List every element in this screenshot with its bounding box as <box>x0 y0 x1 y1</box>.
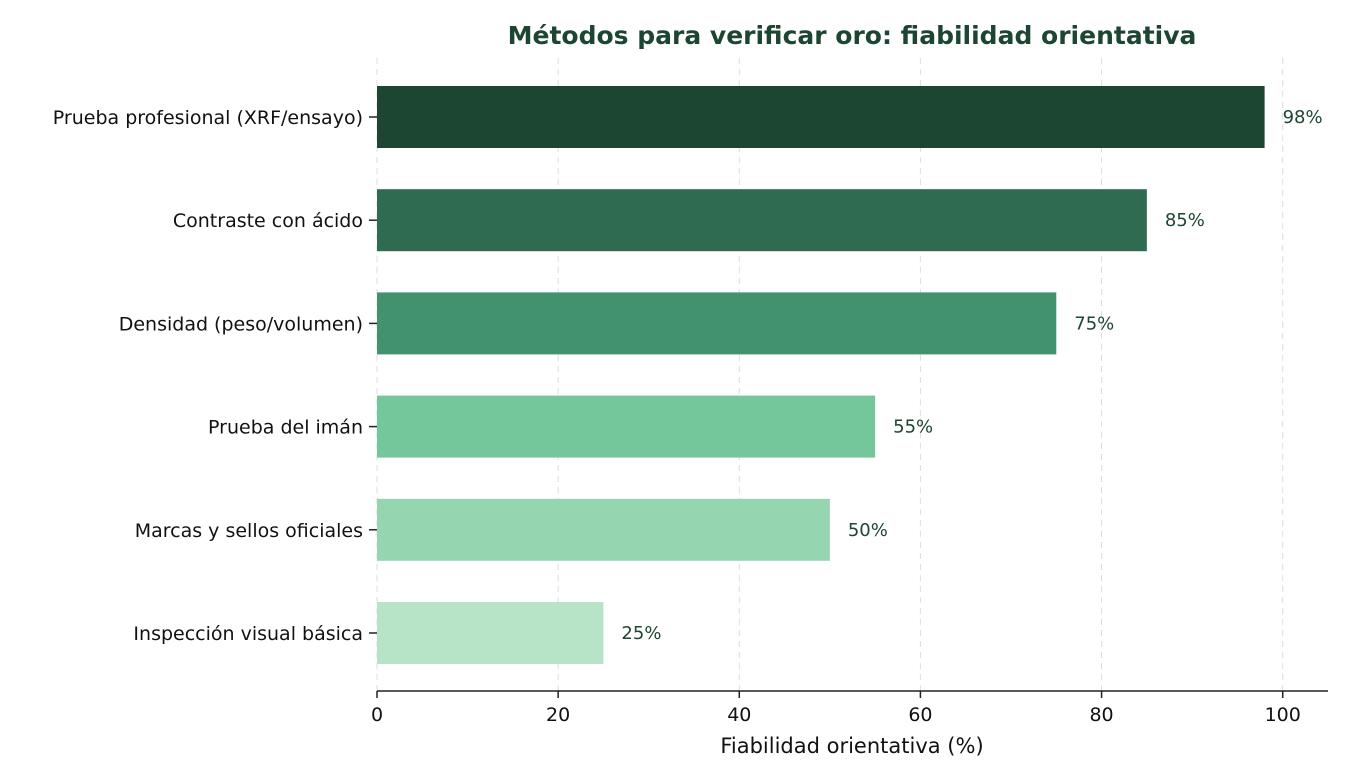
bars <box>377 86 1265 664</box>
bar <box>377 86 1265 148</box>
bar <box>377 292 1057 355</box>
value-label: 50% <box>848 520 888 541</box>
category-label: Prueba profesional (XRF/ensayo) <box>53 107 363 129</box>
x-tick-label: 20 <box>546 704 570 726</box>
x-tick-label: 80 <box>1089 704 1113 726</box>
category-label: Prueba del imán <box>208 417 363 439</box>
grid-lines <box>376 58 1284 691</box>
value-label: 55% <box>893 417 933 438</box>
bar <box>377 189 1147 252</box>
value-label: 25% <box>621 623 661 644</box>
x-tick-label: 60 <box>908 704 932 726</box>
chart-title: Métodos para verificar oro: fiabilidad o… <box>508 21 1197 50</box>
value-label: 75% <box>1074 313 1114 334</box>
category-label: Marcas y sellos oficiales <box>135 520 363 542</box>
category-label: Contraste con ácido <box>173 210 363 232</box>
x-tick-label: 0 <box>371 704 383 726</box>
x-tick-label: 100 <box>1265 704 1301 726</box>
bar <box>377 602 604 664</box>
value-label: 98% <box>1283 107 1323 128</box>
category-label: Inspección visual básica <box>133 623 363 645</box>
x-tick-label: 40 <box>727 704 751 726</box>
category-label: Densidad (peso/volumen) <box>119 313 363 335</box>
labels: Prueba profesional (XRF/ensayo) 98% Contra… <box>53 107 1323 645</box>
x-axis-ticks: 0 20 40 60 80 100 <box>369 116 1301 726</box>
bar <box>377 498 830 561</box>
value-label: 85% <box>1165 210 1205 231</box>
x-axis-title: Fiabilidad orientativa (%) <box>720 734 983 758</box>
bar <box>377 395 876 458</box>
